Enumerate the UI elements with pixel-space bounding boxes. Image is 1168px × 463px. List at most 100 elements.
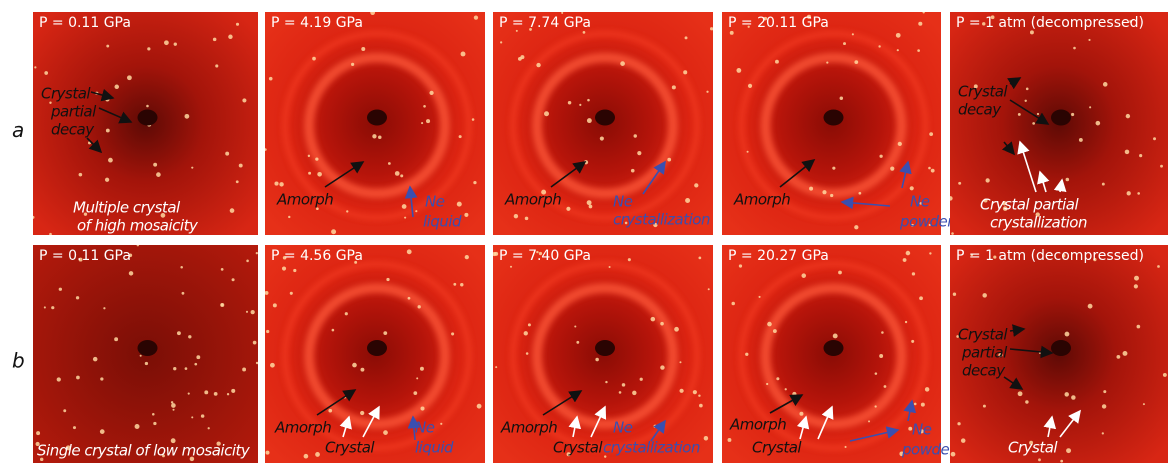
row-label: b — [12, 349, 25, 373]
diffraction-spot — [246, 311, 248, 313]
diffraction-spot — [251, 310, 255, 314]
annotation: crystallization — [990, 214, 1087, 232]
diffraction-spot — [242, 98, 246, 102]
diffraction-spot — [145, 362, 148, 365]
annotation: partial — [961, 344, 1008, 362]
diffraction-spot — [595, 358, 599, 362]
diffraction-spot — [108, 158, 113, 163]
annotation: Single crystal of low mosaicity — [37, 442, 251, 460]
diffraction-spot — [451, 332, 454, 335]
annotation: crystallization — [613, 211, 710, 229]
annotation: Multiple crystal — [73, 199, 181, 217]
diffraction-spot — [620, 61, 625, 66]
annotation: Amorph — [500, 419, 557, 437]
panel: P = 20.11 GPaAmorphNepowder — [722, 11, 954, 235]
annotation: liquid — [415, 439, 454, 457]
diffraction-spot — [331, 229, 336, 234]
diffraction-spot — [315, 452, 320, 457]
diffraction-spot — [622, 383, 626, 387]
diffraction-spot — [225, 152, 229, 156]
diffraction-spot — [265, 291, 269, 295]
diffraction-spot — [838, 271, 842, 275]
diffraction-spot — [874, 405, 876, 407]
diffraction-spot — [1071, 395, 1076, 400]
diffraction-spot — [1157, 265, 1160, 268]
diffraction-spot — [730, 31, 734, 35]
diffraction-spot — [693, 390, 697, 394]
diffraction-spot — [982, 293, 987, 298]
diffraction-spot — [256, 252, 258, 254]
diffraction-spot — [49, 233, 52, 236]
diffraction-spot — [332, 329, 335, 332]
diffraction-spot — [135, 424, 140, 429]
diffraction-spot — [799, 412, 803, 416]
diffraction-spot — [1137, 192, 1140, 195]
diffraction-spot — [921, 403, 925, 407]
diffraction-spot — [232, 278, 235, 281]
diffraction-spot — [845, 446, 847, 448]
diffraction-spot — [1018, 391, 1023, 396]
diffraction-spot — [524, 331, 528, 335]
diffraction-spot — [404, 217, 406, 219]
beam-stop — [138, 340, 158, 356]
diffraction-spot — [1137, 325, 1141, 329]
diffraction-spot — [266, 330, 269, 333]
diffraction-spot — [196, 355, 200, 359]
diffraction-spot — [413, 391, 417, 395]
diffraction-spot — [153, 163, 157, 167]
diffraction-spot — [304, 454, 309, 459]
annotation: Ne — [613, 193, 633, 211]
diffraction-spot — [188, 335, 191, 338]
annotation: Crystal — [958, 83, 1008, 101]
diffraction-spot — [587, 99, 590, 102]
diffraction-spot — [526, 352, 529, 355]
diffraction-spot — [897, 49, 899, 51]
diffraction-spot — [459, 135, 462, 138]
diffraction-spot — [346, 210, 348, 212]
diffraction-spot — [423, 105, 426, 108]
diffraction-spot — [220, 303, 224, 307]
diffraction-spot — [951, 232, 954, 235]
diffraction-spot — [114, 85, 119, 90]
diffraction-spot — [801, 273, 806, 278]
panel: P = 20.27 GPaAmorphCrystalNepowder — [722, 245, 956, 463]
diffraction-spot — [270, 363, 275, 368]
diffraction-spot — [931, 169, 935, 173]
diffraction-spot — [1143, 403, 1145, 405]
diffraction-spot — [1079, 138, 1083, 142]
diffraction-spot — [628, 258, 631, 261]
diffraction-spot — [660, 322, 664, 326]
diffraction-spot — [105, 178, 109, 182]
diffraction-spot — [407, 249, 412, 254]
diffraction-spot — [881, 331, 884, 334]
pressure-label: P = 4.56 GPa — [271, 248, 363, 264]
diffraction-spot — [51, 306, 54, 309]
diffraction-spot — [525, 217, 529, 221]
diffraction-spot — [574, 325, 576, 327]
diffraction-spot — [274, 182, 278, 186]
annotation: Ne — [910, 193, 930, 211]
diffraction-spot — [640, 378, 643, 381]
pressure-label: P = 7.74 GPa — [499, 15, 591, 31]
diffraction-spot — [188, 393, 190, 395]
diffraction-spot — [402, 204, 407, 209]
diffraction-spot — [536, 63, 540, 67]
diffraction-spot — [1103, 390, 1106, 393]
diffraction-spot — [1116, 355, 1120, 359]
diffraction-spot — [370, 10, 375, 15]
diffraction-spot — [100, 429, 105, 434]
diffraction-spot — [76, 296, 79, 299]
diffraction-spot — [896, 33, 901, 38]
diffraction-spot — [745, 353, 748, 356]
diffraction-spot — [32, 216, 35, 219]
diffraction-spot — [685, 36, 688, 39]
diffraction-spot — [208, 427, 210, 429]
diffraction-spot — [773, 329, 777, 333]
diffraction-spot — [421, 122, 423, 124]
diffraction-spot — [809, 187, 813, 191]
diffraction-spot — [465, 255, 469, 259]
diffraction-spot — [185, 367, 188, 370]
diffraction-spot — [922, 11, 924, 13]
diffraction-spot — [728, 438, 732, 442]
diffraction-spot — [228, 35, 232, 39]
